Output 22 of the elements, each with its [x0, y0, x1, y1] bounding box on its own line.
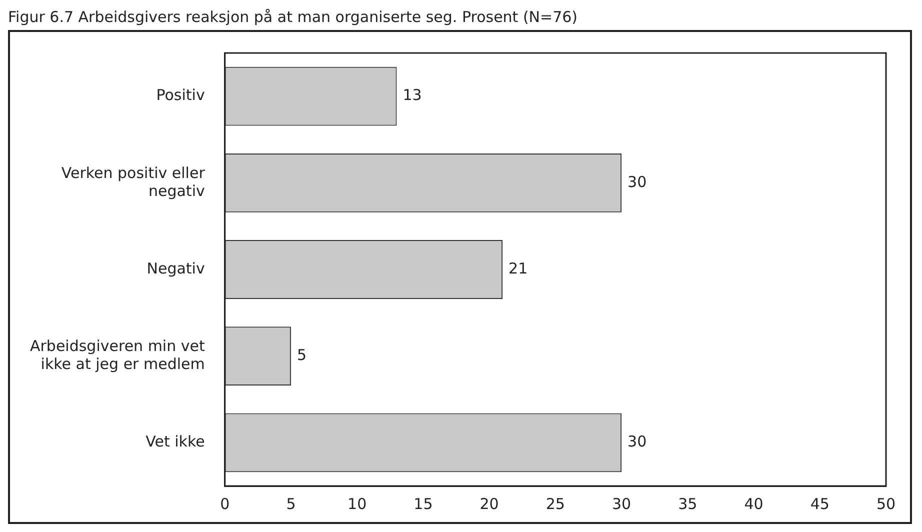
x-tick-label: 35 — [678, 494, 698, 513]
data-label: 13 — [402, 86, 422, 104]
y-tick-label: Verken positiv eller negativ — [61, 164, 206, 200]
x-tick-label: 40 — [744, 494, 764, 513]
data-label: 5 — [296, 346, 307, 364]
y-tick-label: Vet ikke — [146, 432, 205, 451]
x-tick-label: 0 — [220, 494, 230, 513]
x-tick-label: 20 — [480, 494, 499, 513]
x-tick-label: 25 — [546, 494, 565, 513]
y-tick-label: Positiv — [156, 86, 205, 104]
y-tick-label: Negativ — [146, 259, 205, 278]
y-tick-label: Arbeidsgiveren min vet ikke at jeg er medlem — [30, 336, 205, 373]
data-label: 21 — [508, 259, 528, 278]
data-label: 30 — [628, 432, 647, 451]
x-tick-label: 50 — [876, 494, 896, 513]
x-tick-label: 5 — [286, 494, 296, 513]
x-tick-label: 45 — [810, 494, 830, 513]
chart-title: Figur 6.7 Arbeidsgivers reaksjon på at man organiserte seg. Prosent (N=76) — [8, 8, 579, 26]
x-tick-label: 10 — [348, 494, 367, 513]
x-tick-label: 30 — [612, 494, 632, 513]
x-tick-label: 15 — [414, 494, 433, 513]
data-label: 30 — [628, 172, 647, 191]
